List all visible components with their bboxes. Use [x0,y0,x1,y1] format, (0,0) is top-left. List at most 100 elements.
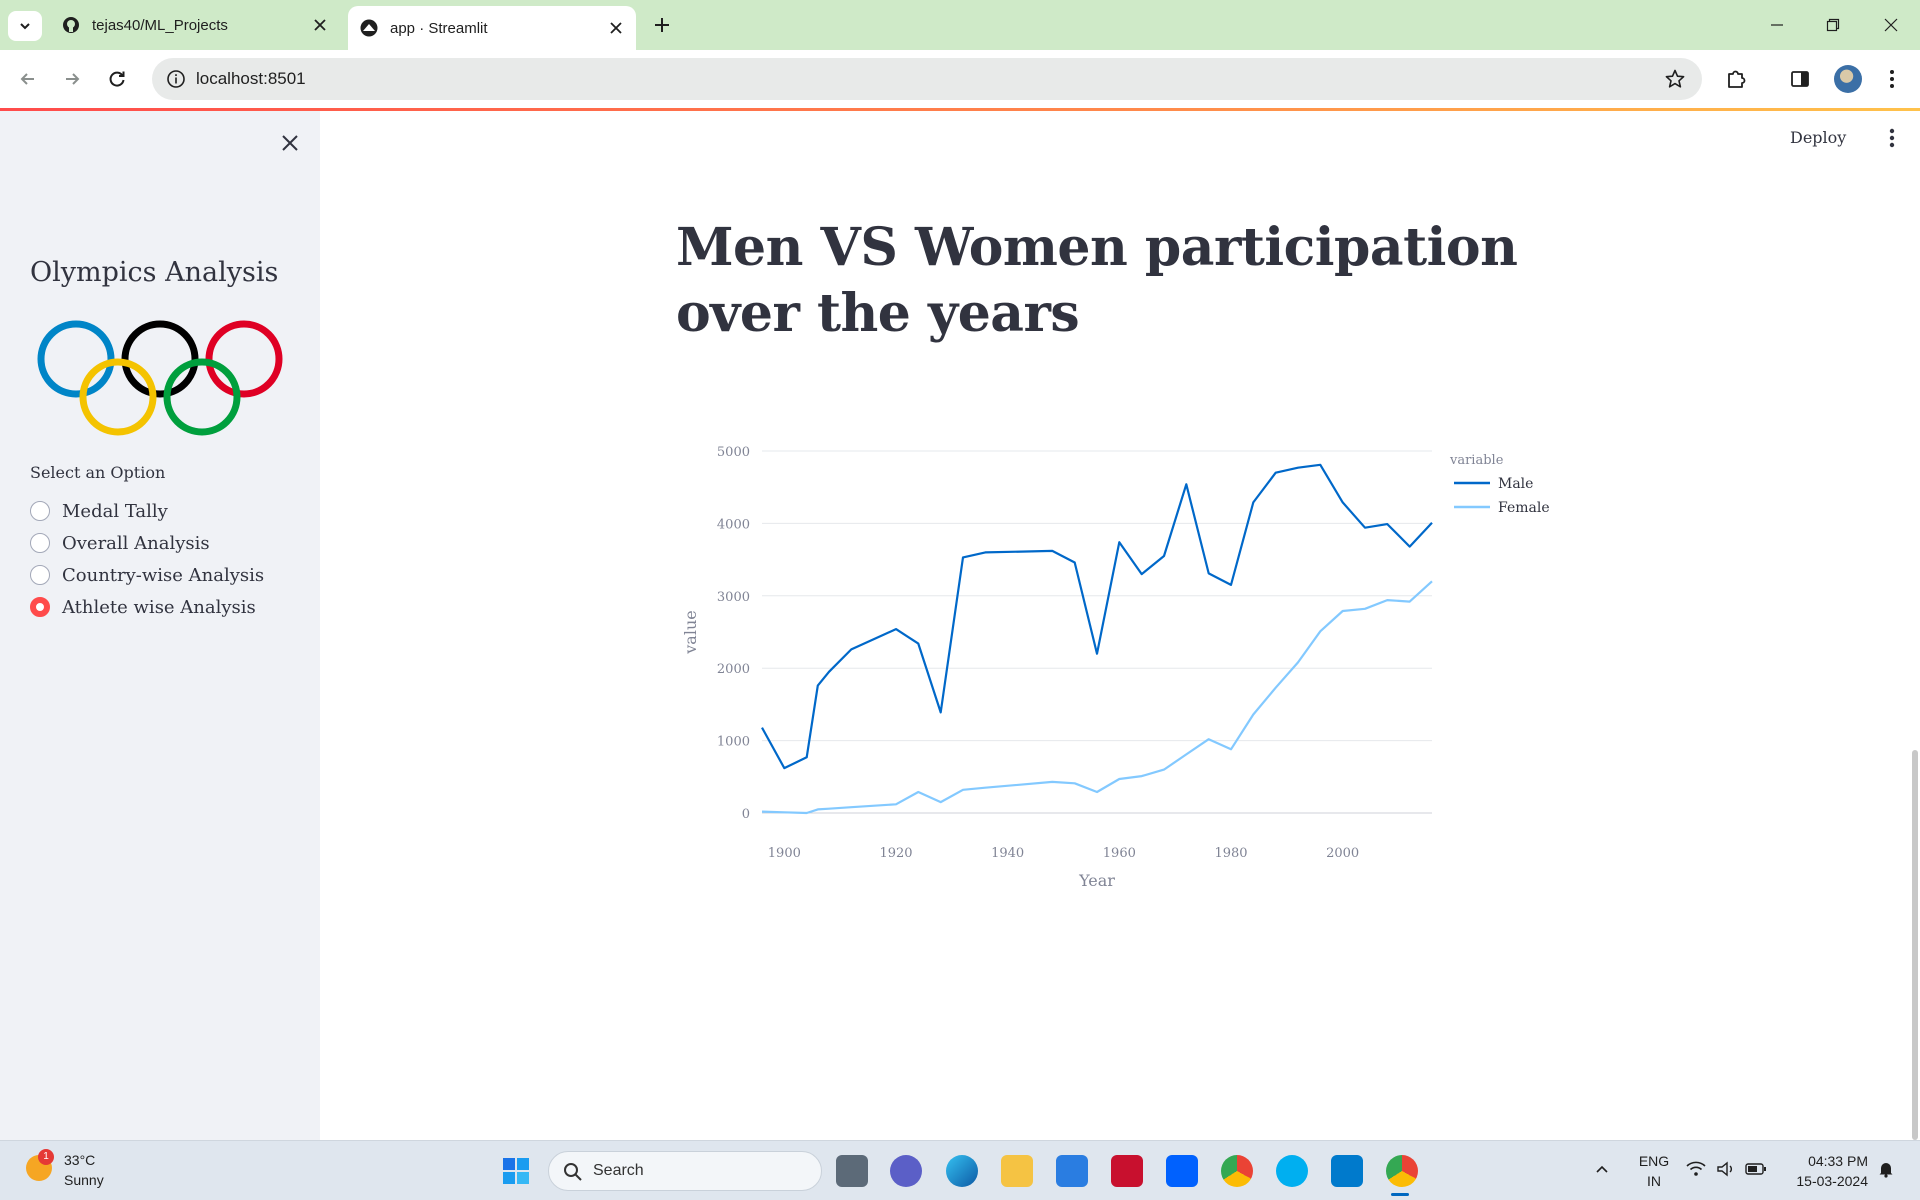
radio-medal-tally[interactable]: Medal Tally [30,497,168,525]
teams-chat-icon[interactable] [890,1155,922,1187]
vscode-icon[interactable] [1331,1155,1363,1187]
language-indicator[interactable]: ENG IN [1634,1151,1674,1191]
active-app-indicator [1391,1193,1409,1196]
taskbar-search[interactable]: Search [548,1151,822,1191]
close-icon[interactable] [312,17,328,33]
mcafee-icon[interactable] [1111,1155,1143,1187]
side-panel-button[interactable] [1786,65,1814,93]
x-tick-label: 1900 [768,846,801,861]
radio-country-wise-analysis[interactable]: Country-wise Analysis [30,561,264,589]
x-tick-label: 2000 [1326,846,1359,861]
kebab-menu-icon [1890,70,1894,88]
restore-icon [1826,18,1840,32]
volume-icon[interactable] [1714,1157,1738,1181]
extensions-button[interactable] [1722,65,1750,93]
search-icon [564,1163,582,1181]
radio-circle[interactable] [30,501,50,521]
radio-circle[interactable] [30,565,50,585]
radio-overall-analysis[interactable]: Overall Analysis [30,529,210,557]
app-menu-icon[interactable] [1882,126,1902,150]
radio-circle-selected[interactable] [30,597,50,617]
ring-red [205,320,283,398]
close-icon[interactable] [278,131,302,155]
x-tick-label: 1980 [1214,846,1247,861]
minimize-icon [1771,24,1783,26]
tab-title: tejas40/ML_Projects [92,16,228,34]
file-explorer-icon[interactable] [1001,1155,1033,1187]
wifi-glyph [1686,1161,1706,1176]
browser-menu-button[interactable] [1878,65,1906,93]
battery-icon[interactable] [1744,1157,1768,1181]
radio-athlete-wise-analysis[interactable]: Athlete wise Analysis [30,593,256,621]
tray-overflow-icon[interactable] [1590,1157,1614,1181]
side-panel-icon [1791,71,1809,87]
windows-start-icon[interactable] [502,1157,530,1185]
notifications-icon[interactable] [1874,1157,1898,1181]
y-tick-label: 5000 [717,445,750,460]
clock-date: 15-03-2024 [1796,1173,1868,1189]
radio-label[interactable]: Medal Tally [62,500,168,522]
browser-tab-bar: tejas40/ML_Projects app · Streamlit [0,0,1920,50]
star-icon[interactable] [1664,68,1686,90]
legend-entry: Male [1498,476,1533,492]
url-text[interactable]: localhost:8501 [196,69,306,88]
sidebar: Olympics Analysis Select an Option Medal… [0,111,320,1140]
chrome-profile-icon[interactable] [1386,1155,1418,1187]
radio-label[interactable]: Country-wise Analysis [62,564,265,586]
bell-icon [1879,1163,1893,1178]
tab-search-button[interactable] [8,11,42,41]
radio-label[interactable]: Overall Analysis [62,532,210,554]
minimize-button[interactable] [1762,10,1792,40]
skype-icon[interactable] [1276,1155,1308,1187]
page-title: Men VS Women participation over the year… [676,217,1518,344]
y-axis-label: value [681,610,700,654]
ring-green [163,358,241,436]
x-tick-label: 1960 [1103,846,1136,861]
series-line-female [761,580,1433,815]
radio-circle[interactable] [30,533,50,553]
restore-button[interactable] [1818,10,1848,40]
weather-temperature[interactable]: 33°C [64,1152,96,1168]
new-tab-icon[interactable] [650,13,674,37]
chrome-icon[interactable] [1221,1155,1253,1187]
battery-glyph [1745,1163,1766,1175]
reload-button[interactable] [103,65,131,93]
tab-title: app · Streamlit [390,19,488,37]
search-label: Search [593,1162,644,1179]
close-window-button[interactable] [1876,10,1906,40]
wifi-icon[interactable] [1684,1157,1708,1181]
ring-blue [37,320,115,398]
weather-condition[interactable]: Sunny [64,1172,104,1188]
profile-avatar[interactable] [1834,65,1862,93]
ring-yellow [79,358,157,436]
task-view-icon[interactable] [836,1155,868,1187]
arrow-right-icon [66,73,80,85]
legend-entry: Female [1498,500,1550,516]
streamlit-icon [360,19,378,37]
y-tick-label: 2000 [717,662,750,677]
close-icon[interactable] [608,20,624,36]
microsoft-store-icon[interactable] [1056,1155,1088,1187]
y-tick-label: 4000 [717,517,750,532]
system-clock[interactable]: 04:33 PM 15-03-2024 [1784,1151,1868,1191]
language-top: ENG [1638,1153,1670,1169]
deploy-button[interactable]: Deploy [1790,128,1847,147]
y-tick-label: 3000 [717,590,750,605]
info-icon[interactable] [166,69,186,89]
weather-badge: 1 [38,1149,54,1165]
dropbox-icon[interactable] [1166,1155,1198,1187]
x-axis-label: Year [1078,871,1115,890]
address-bar[interactable]: localhost:8501 [152,58,1702,100]
tab-streamlit[interactable]: app · Streamlit [348,6,636,50]
tab-github[interactable]: tejas40/ML_Projects [50,6,340,44]
legend-title: variable [1449,453,1504,468]
sidebar-title: Olympics Analysis [30,257,279,288]
arrow-left-icon [20,73,34,85]
back-button[interactable] [14,65,42,93]
radio-label[interactable]: Athlete wise Analysis [62,596,256,618]
scrollbar-thumb[interactable] [1912,750,1918,1140]
forward-button[interactable] [58,65,86,93]
language-bottom: IN [1647,1173,1661,1189]
edge-icon[interactable] [946,1155,978,1187]
reload-icon [109,71,125,87]
